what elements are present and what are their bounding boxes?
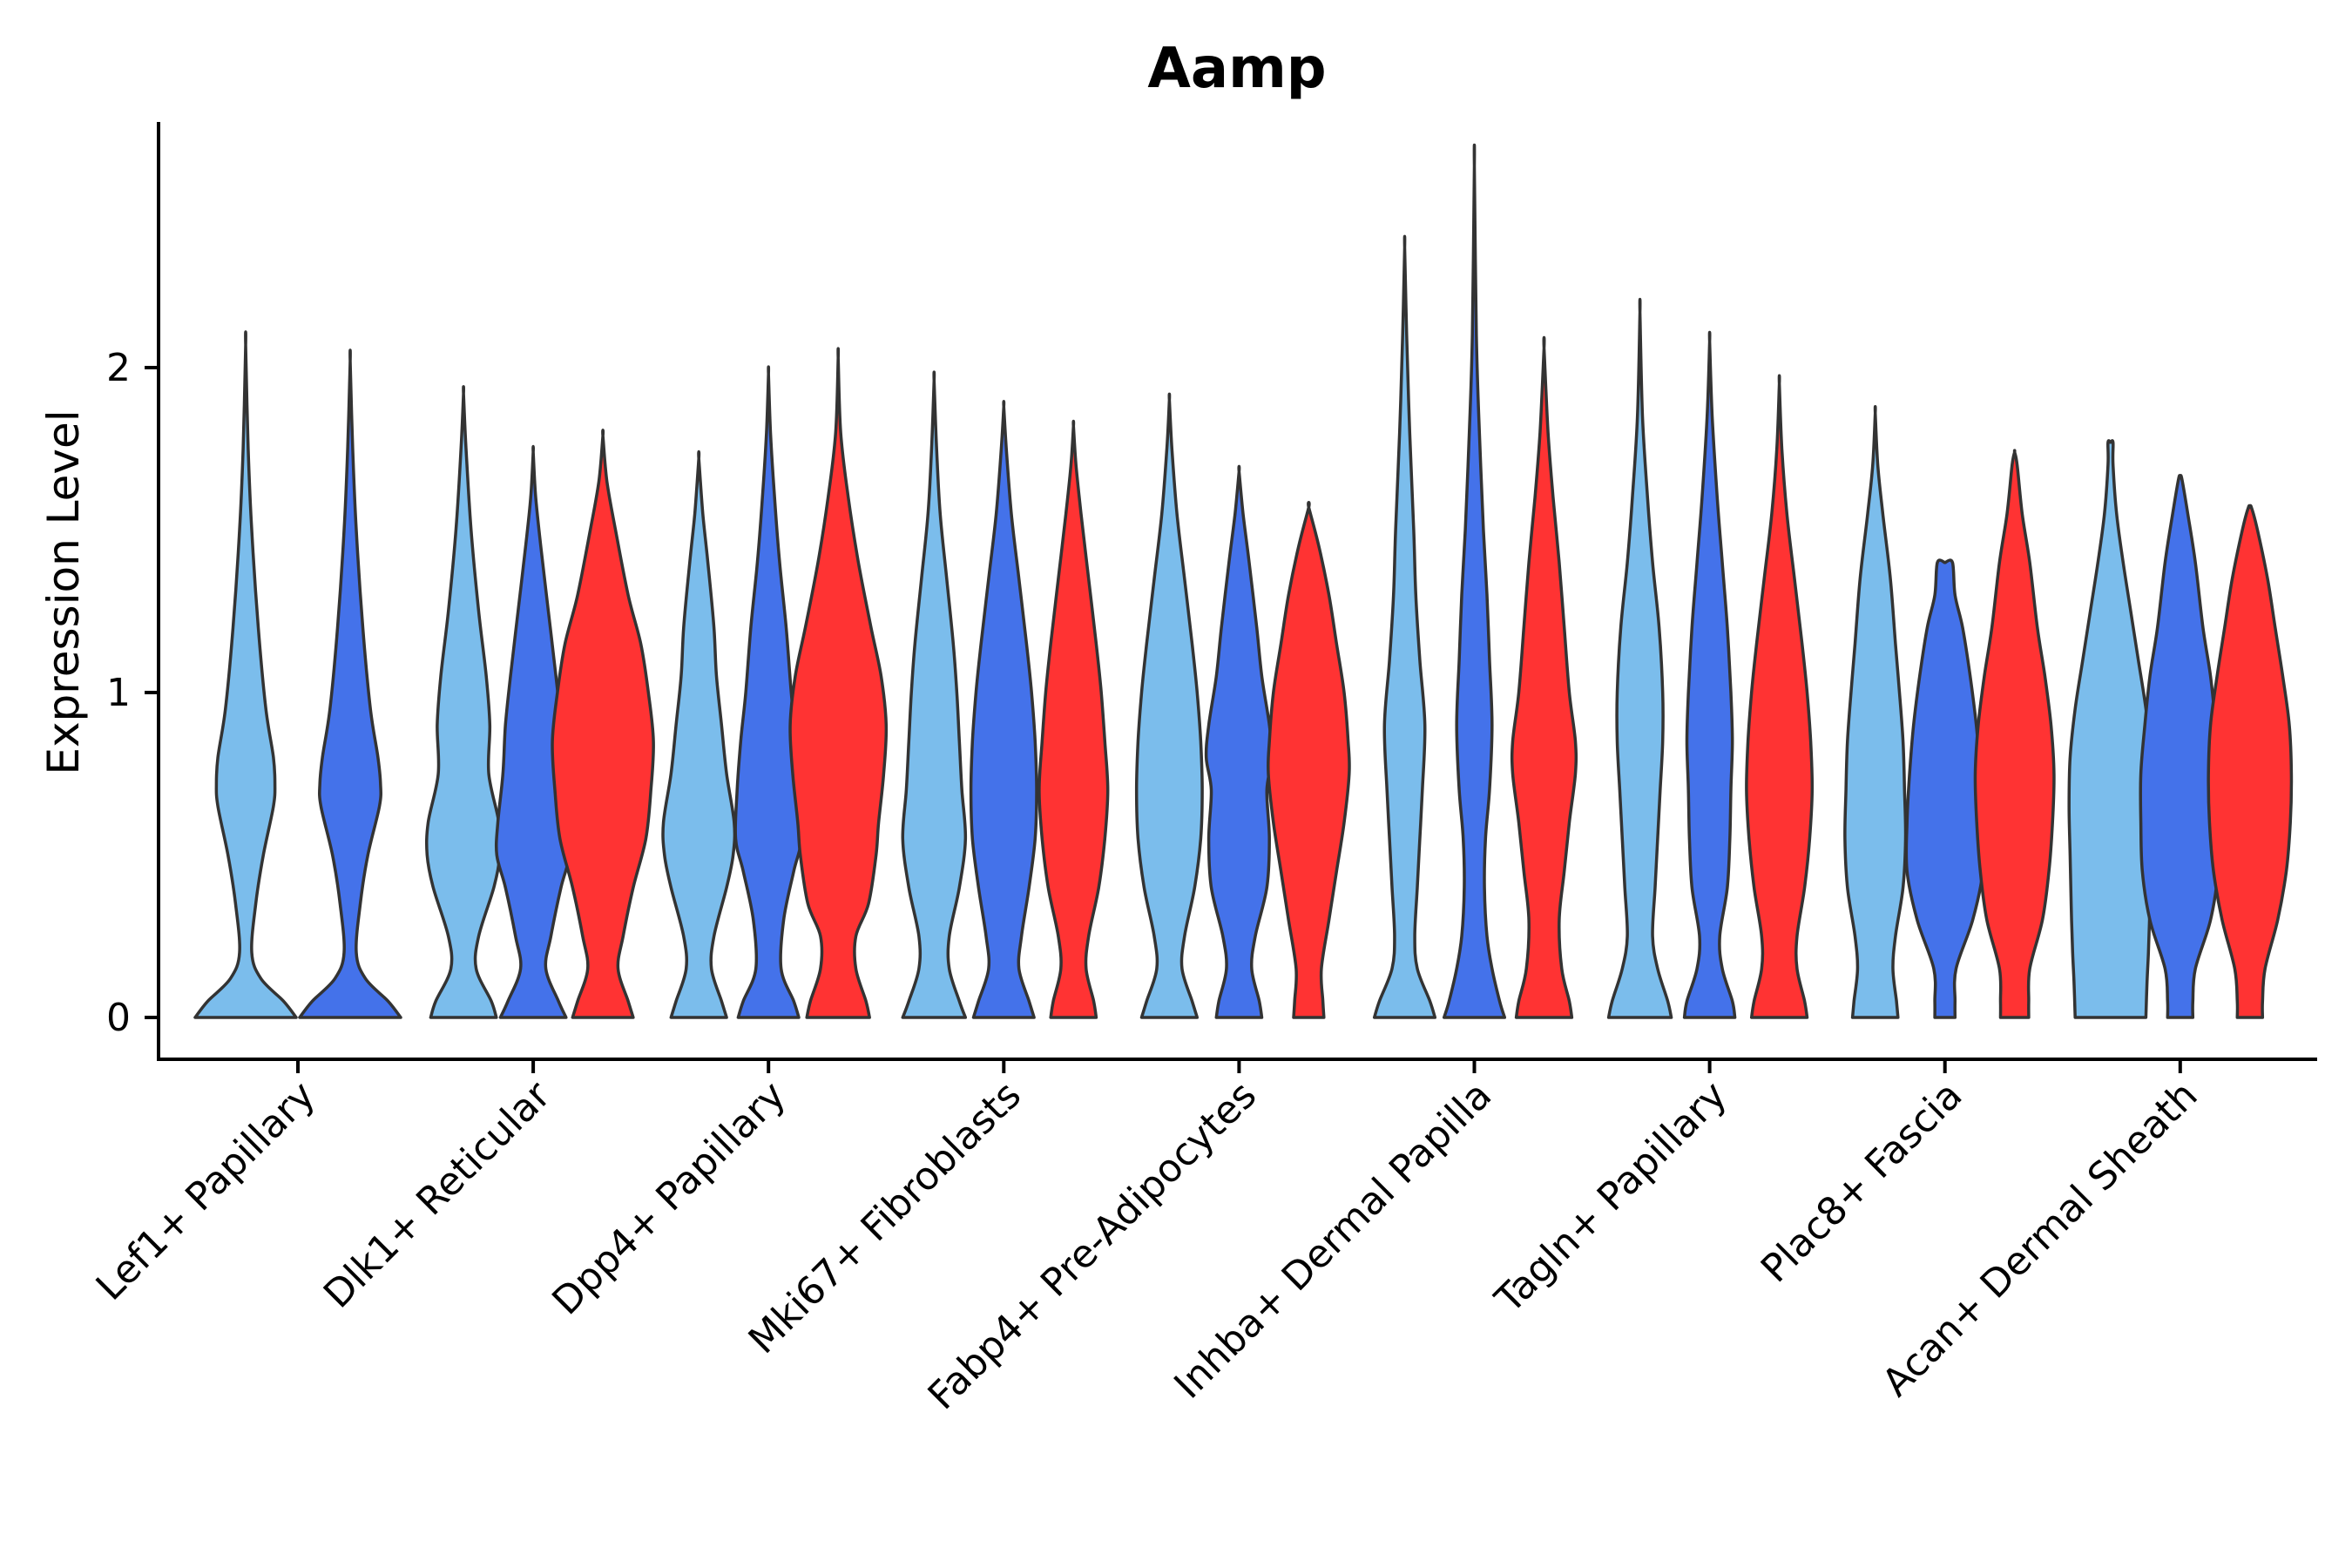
violin-group-1-cat-8 xyxy=(2067,439,2154,1019)
y-ticks: 0 1 2 xyxy=(106,346,159,1040)
violin-group-3-cat-1 xyxy=(551,429,655,1019)
violin-group-3-cat-6 xyxy=(1745,374,1815,1019)
violin-group-3-cat-5 xyxy=(1510,335,1578,1019)
x-tick-label: Lef1+ Papillary xyxy=(88,1073,324,1309)
violin-group-2-cat-6 xyxy=(1682,330,1737,1019)
y-axis-label: Expression Level xyxy=(38,409,89,774)
violin-group-3-cat-2 xyxy=(788,347,889,1019)
violin-group-3-cat-4 xyxy=(1266,501,1351,1019)
violin-group-2-cat-5 xyxy=(1442,144,1507,1019)
x-tick-label: Dlk1+ Reticular xyxy=(315,1072,560,1317)
violin-group-1-cat-1 xyxy=(424,385,503,1019)
x-tick-label: Plac8+ Fascia xyxy=(1753,1073,1971,1292)
violin-group-3-cat-3 xyxy=(1037,419,1110,1019)
y-tick-label: 2 xyxy=(106,346,131,390)
violin-group-3-cat-8 xyxy=(2207,504,2294,1019)
violin-group-2-cat-4 xyxy=(1204,464,1274,1019)
y-tick-label: 1 xyxy=(106,671,131,715)
violin-group-2-cat-0 xyxy=(298,348,402,1019)
violin-group-1-cat-7 xyxy=(1843,405,1908,1019)
violin-group-2-cat-7 xyxy=(1904,558,1985,1019)
violins-layer xyxy=(193,144,2294,1019)
violin-group-1-cat-4 xyxy=(1134,392,1204,1019)
violin-group-1-cat-5 xyxy=(1372,234,1437,1019)
x-tick-label: Dpp4+ Papillary xyxy=(544,1073,794,1324)
violin-group-1-cat-0 xyxy=(193,330,298,1019)
violin-group-1-cat-3 xyxy=(901,370,968,1019)
violin-group-1-cat-2 xyxy=(661,449,737,1019)
violin-group-2-cat-3 xyxy=(969,399,1038,1019)
violin-group-1-cat-6 xyxy=(1606,297,1673,1019)
violin-group-3-cat-7 xyxy=(1973,449,2056,1019)
chart-title: Aamp xyxy=(1147,37,1326,101)
y-tick-label: 0 xyxy=(106,996,131,1040)
x-tick-label: Tagln+ Papillary xyxy=(1486,1073,1735,1322)
